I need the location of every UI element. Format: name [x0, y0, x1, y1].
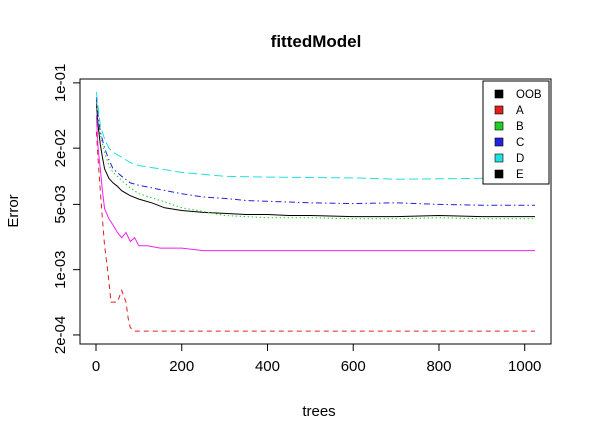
y-tick-label: 2e-02 — [52, 129, 69, 167]
y-tick-label: 1e-03 — [52, 250, 69, 288]
legend-label-c: C — [516, 137, 524, 149]
y-axis-label: Error — [5, 194, 22, 227]
x-tick-label: 0 — [92, 358, 100, 375]
x-tick-label: 400 — [255, 358, 280, 375]
x-tick-label: 200 — [169, 358, 194, 375]
legend-swatch-a — [495, 106, 503, 114]
x-tick-label: 600 — [341, 358, 366, 375]
legend-label-oob: OOB — [516, 89, 542, 101]
legend-swatch-oob — [495, 90, 503, 98]
y-tick-label: 5e-03 — [52, 185, 69, 223]
legend-swatch-d — [495, 154, 503, 162]
legend-label-b: B — [516, 121, 524, 133]
legend-swatch-b — [495, 122, 503, 130]
y-tick-label: 1e-01 — [52, 64, 69, 102]
legend-label-d: D — [516, 153, 524, 165]
legend-label-a: A — [516, 105, 524, 117]
x-tick-label: 800 — [426, 358, 451, 375]
legend-swatch-c — [495, 138, 503, 146]
y-tick-label: 2e-04 — [52, 316, 69, 354]
legend-label-e: E — [516, 169, 524, 181]
chart-title: fittedModel — [271, 32, 362, 51]
x-tick-label: 1000 — [508, 358, 541, 375]
x-axis-label: trees — [302, 403, 335, 420]
legend-swatch-e — [495, 170, 503, 178]
